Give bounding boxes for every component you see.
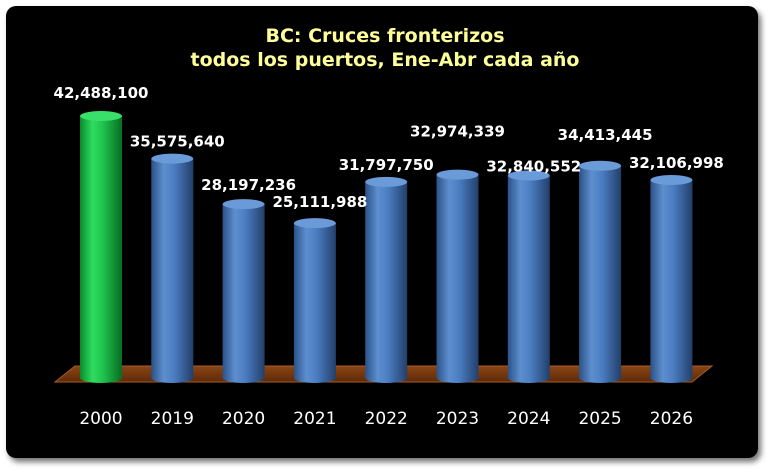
category-label-2000: 2000 — [79, 409, 122, 429]
bar-body-2000 — [80, 116, 122, 378]
category-label-2020: 2020 — [222, 409, 265, 429]
bar-body-2019 — [151, 158, 194, 378]
value-label-2022: 31,797,750 — [339, 156, 434, 174]
bar-2025 — [579, 160, 622, 383]
bar-cap-2021 — [293, 218, 336, 229]
bar-body-2025 — [579, 165, 622, 378]
category-label-2026: 2026 — [650, 409, 693, 429]
chart-subtitle: todos los puertos, Ene-Abr cada año — [191, 49, 580, 71]
bar-2020 — [222, 199, 265, 383]
bar-body-2026 — [650, 180, 693, 378]
value-label-2000: 42,488,100 — [54, 84, 149, 102]
bar-body-2023 — [436, 174, 479, 378]
value-label-2020: 28,197,236 — [201, 176, 296, 194]
category-label-2023: 2023 — [436, 409, 479, 429]
bar-2023 — [436, 169, 479, 383]
bar-2026 — [650, 175, 693, 383]
bar-2022 — [365, 176, 408, 383]
chart-title: BC: Cruces fronterizos — [265, 25, 504, 47]
bar-body-2020 — [222, 204, 265, 378]
value-label-2019: 35,575,640 — [130, 133, 225, 151]
category-labels-layer: 2000 2019 2020 2021 2022 2023 2024 2025 2026 — [79, 409, 693, 429]
bar-2019 — [151, 153, 194, 383]
bar-body-2024 — [507, 175, 550, 378]
value-label-2023: 32,974,339 — [410, 123, 505, 141]
bar-cap-2023 — [436, 169, 479, 180]
bar-2024 — [507, 170, 550, 383]
bar-body-2022 — [365, 181, 408, 378]
bar-cap-2019 — [151, 153, 194, 164]
category-label-2025: 2025 — [578, 409, 621, 429]
bar-cap-2022 — [365, 176, 408, 187]
bar-cap-2000 — [80, 111, 122, 121]
category-label-2024: 2024 — [507, 409, 550, 429]
value-label-2026: 32,106,998 — [629, 154, 724, 172]
bar-2000 — [80, 111, 122, 383]
bar-cap-2026 — [650, 175, 693, 186]
bars-layer — [80, 111, 693, 383]
category-label-2021: 2021 — [293, 409, 336, 429]
value-labels-layer: 42,488,100 35,575,640 28,197,23625,111,988… — [54, 84, 724, 211]
category-label-2019: 2019 — [151, 409, 194, 429]
bar-body-2021 — [293, 223, 336, 378]
bar-cap-2025 — [579, 160, 622, 171]
category-label-2022: 2022 — [365, 409, 408, 429]
bar-cap-2024 — [507, 170, 550, 181]
value-label-2025: 34,413,445 — [558, 126, 653, 144]
bar-cap-2020 — [222, 199, 265, 210]
value-label-2024: 32,840,552 — [486, 157, 581, 175]
value-label-2021: 25,111,988 — [272, 193, 367, 211]
bar-2021 — [293, 218, 336, 383]
